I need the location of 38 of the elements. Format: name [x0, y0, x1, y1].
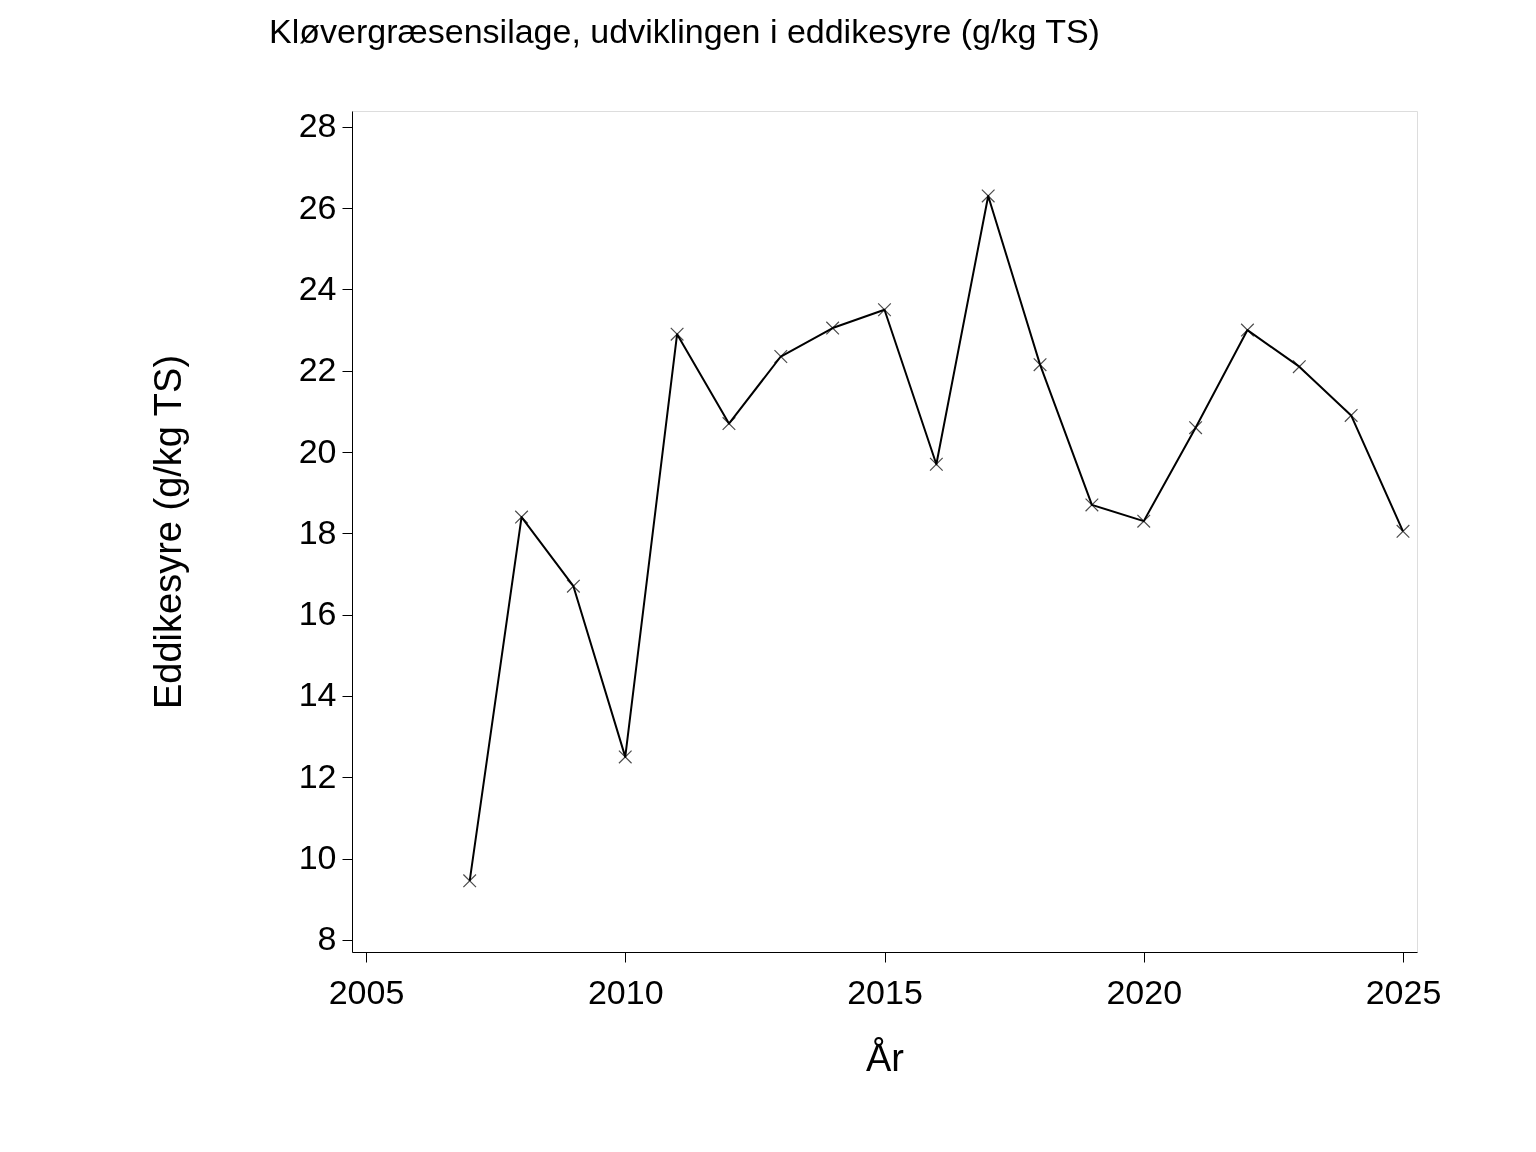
point — [462, 873, 477, 888]
point — [1344, 408, 1359, 423]
y-tick-label: 8 — [317, 919, 337, 958]
point — [722, 416, 736, 431]
point — [981, 189, 996, 203]
chart-title: Kløvergræsensilage, udviklingen i eddikesyre (g/kg TS) — [269, 11, 1100, 50]
x-tick-label: 2015 — [847, 972, 923, 1011]
y-tick-label: 12 — [298, 756, 337, 795]
point — [514, 510, 529, 524]
x-axis-title: År — [866, 1035, 905, 1079]
y-tick-label: 20 — [298, 431, 337, 470]
point — [1084, 497, 1099, 512]
y-tick-label: 24 — [298, 268, 337, 307]
point — [670, 327, 685, 342]
point — [566, 579, 581, 594]
point — [1396, 524, 1410, 539]
y-tick-label: 14 — [298, 675, 337, 714]
point — [825, 321, 840, 335]
y-tick-label: 26 — [298, 187, 337, 226]
x-tick-label: 2005 — [328, 972, 405, 1011]
x-tick-label: 2020 — [1106, 972, 1183, 1011]
point — [1188, 420, 1203, 435]
point — [929, 457, 944, 472]
point — [1033, 357, 1047, 372]
point — [618, 749, 633, 764]
y-tick-label: 28 — [298, 106, 337, 145]
y-axis-title: Eddikesyre (g/kg TS) — [146, 354, 189, 710]
point — [773, 349, 788, 364]
point — [1136, 514, 1151, 529]
x-tick-label: 2010 — [587, 972, 664, 1011]
y-tick-label: 18 — [298, 512, 337, 551]
y-tick-label: 10 — [298, 838, 337, 877]
point — [877, 302, 892, 317]
point — [1292, 359, 1307, 374]
y-tick-label: 16 — [298, 594, 337, 633]
y-tick-label: 22 — [298, 350, 337, 389]
point — [1240, 323, 1255, 338]
x-tick-label: 2025 — [1365, 972, 1442, 1011]
